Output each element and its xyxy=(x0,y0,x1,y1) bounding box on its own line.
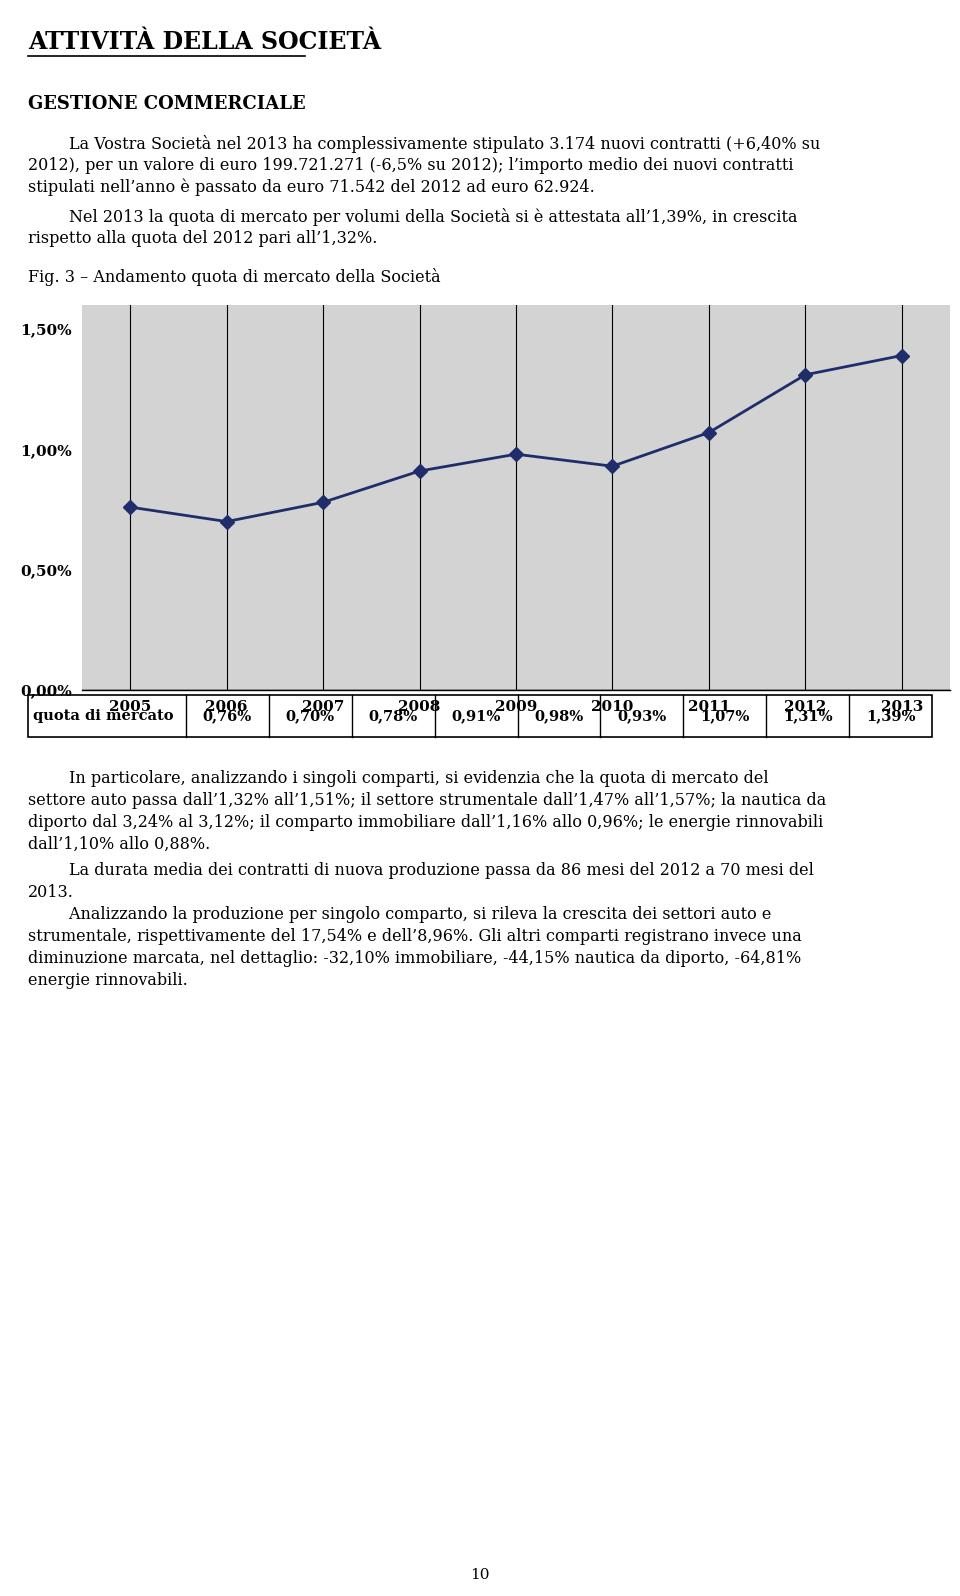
Bar xyxy=(28,694,932,737)
Text: 2012), per un valore di euro 199.721.271 (-6,5% su 2012); l’importo medio dei nu: 2012), per un valore di euro 199.721.271… xyxy=(28,156,794,174)
Text: stipulati nell’anno è passato da euro 71.542 del 2012 ad euro 62.924.: stipulati nell’anno è passato da euro 71… xyxy=(28,179,595,196)
Text: 0,76%: 0,76% xyxy=(203,709,252,723)
Text: 1,07%: 1,07% xyxy=(700,709,750,723)
Text: Analizzando la produzione per singolo comparto, si rileva la crescita dei settor: Analizzando la produzione per singolo co… xyxy=(28,907,772,922)
Text: La durata media dei contratti di nuova produzione passa da 86 mesi del 2012 a 70: La durata media dei contratti di nuova p… xyxy=(28,862,814,879)
Text: diporto dal 3,24% al 3,12%; il comparto immobiliare dall’1,16% allo 0,96%; le en: diporto dal 3,24% al 3,12%; il comparto … xyxy=(28,814,824,832)
Text: 0,70%: 0,70% xyxy=(286,709,335,723)
Text: 1,39%: 1,39% xyxy=(866,709,915,723)
Text: 1,31%: 1,31% xyxy=(782,709,832,723)
Text: diminuzione marcata, nel dettaglio: -32,10% immobiliare, -44,15% nautica da dipo: diminuzione marcata, nel dettaglio: -32,… xyxy=(28,950,802,967)
Text: strumentale, rispettivamente del 17,54% e dell’8,96%. Gli altri comparti registr: strumentale, rispettivamente del 17,54% … xyxy=(28,927,802,945)
Text: Nel 2013 la quota di mercato per volumi della Società si è attestata all’1,39%, : Nel 2013 la quota di mercato per volumi … xyxy=(28,207,798,227)
Text: ATTIVITÀ DELLA SOCIETÀ: ATTIVITÀ DELLA SOCIETÀ xyxy=(28,30,381,54)
Text: 0,78%: 0,78% xyxy=(369,709,418,723)
Text: In particolare, analizzando i singoli comparti, si evidenzia che la quota di mer: In particolare, analizzando i singoli co… xyxy=(28,769,769,787)
Text: 0,93%: 0,93% xyxy=(617,709,666,723)
Text: rispetto alla quota del 2012 pari all’1,32%.: rispetto alla quota del 2012 pari all’1,… xyxy=(28,230,377,247)
Text: Fig. 3 – Andamento quota di mercato della Società: Fig. 3 – Andamento quota di mercato dell… xyxy=(28,268,441,286)
Text: 10: 10 xyxy=(470,1567,490,1582)
Text: GESTIONE COMMERCIALE: GESTIONE COMMERCIALE xyxy=(28,96,305,113)
Text: 0,91%: 0,91% xyxy=(451,709,501,723)
Text: dall’1,10% allo 0,88%.: dall’1,10% allo 0,88%. xyxy=(28,836,210,852)
Text: quota di mercato: quota di mercato xyxy=(33,709,174,723)
Text: La Vostra Società nel 2013 ha complessivamente stipulato 3.174 nuovi contratti (: La Vostra Società nel 2013 ha complessiv… xyxy=(28,136,821,153)
Text: 2013.: 2013. xyxy=(28,884,74,902)
Text: settore auto passa dall’1,32% all’1,51%; il settore strumentale dall’1,47% all’1: settore auto passa dall’1,32% all’1,51%;… xyxy=(28,792,827,809)
Text: energie rinnovabili.: energie rinnovabili. xyxy=(28,972,188,990)
Text: 0,98%: 0,98% xyxy=(535,709,584,723)
